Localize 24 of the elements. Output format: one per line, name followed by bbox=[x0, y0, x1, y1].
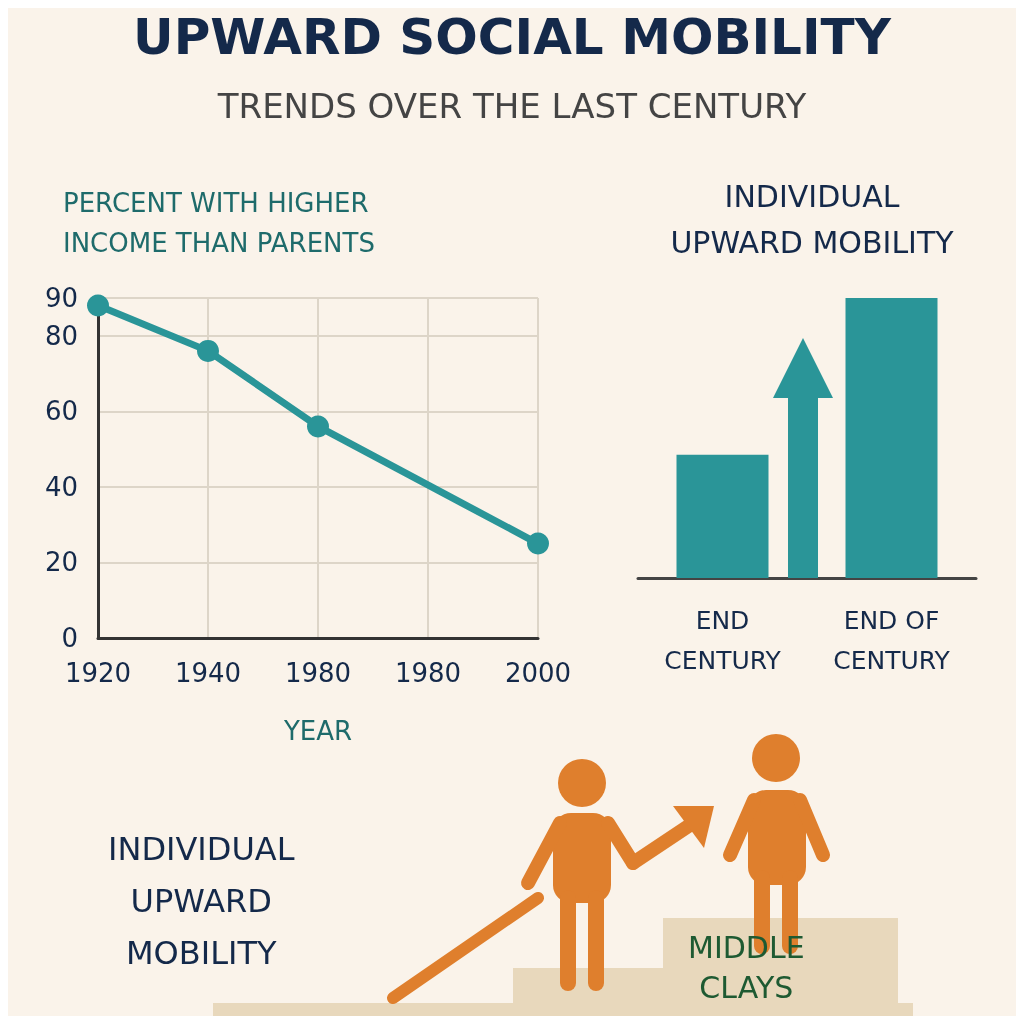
y-tick-label: 20 bbox=[44, 547, 78, 578]
point bbox=[197, 339, 219, 362]
y-tick-label: 40 bbox=[44, 471, 78, 502]
y-tick-label: 0 bbox=[61, 623, 78, 653]
y-tick-label: 80 bbox=[44, 320, 78, 351]
chart-title: INDIVIDUAL UPWARD MOBILITY bbox=[670, 178, 955, 260]
text: MIDDLE CLAYS bbox=[688, 929, 805, 1007]
x-tick-label: END CENTURY bbox=[664, 605, 782, 675]
chart-subtitle: TRENDS OVER THE LAST CENTURY bbox=[216, 86, 808, 126]
y-tick-label: 90 bbox=[44, 283, 78, 313]
text: INDIVIDUAL UPWARD MOBILITY bbox=[108, 829, 295, 974]
x-tick-label: 1940 bbox=[174, 658, 242, 688]
x-tick-label: 1920 bbox=[64, 658, 132, 688]
x-tick-label: 1980 bbox=[284, 658, 352, 688]
y-tick-label: 60 bbox=[44, 396, 78, 427]
point bbox=[87, 294, 109, 317]
chart-title: UPWARD SOCIAL MOBILITY bbox=[132, 8, 892, 66]
x-tick-label: 2000 bbox=[504, 658, 572, 688]
x-tick-label: END OF CENTURY bbox=[833, 605, 951, 675]
x-tick-label: 1980 bbox=[394, 658, 462, 688]
x-axis-title: YEAR bbox=[282, 716, 353, 746]
y-axis-title: PERCENT WITH HIGHER INCOME THAN PARENTS bbox=[63, 188, 375, 258]
point bbox=[527, 532, 549, 555]
point bbox=[307, 415, 329, 438]
